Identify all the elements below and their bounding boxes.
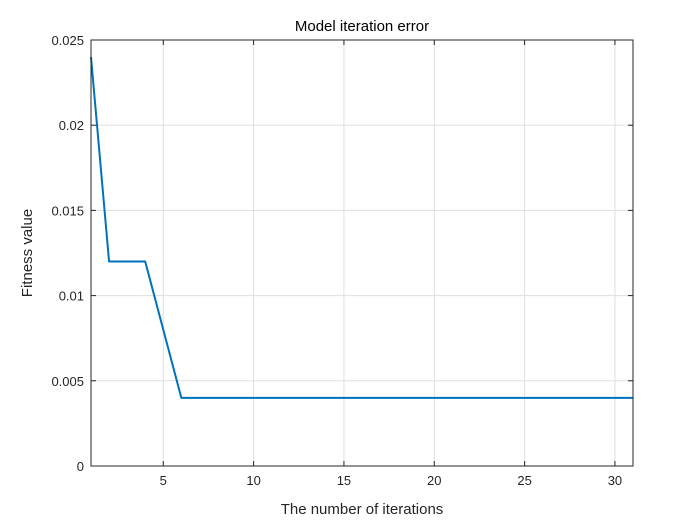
x-tick-label: 10 <box>246 473 260 488</box>
x-tick-label: 20 <box>427 473 441 488</box>
series-line <box>90 56 633 399</box>
y-tick-label: 0.005 <box>51 374 84 389</box>
ticks: 5 10 15 20 25 30 0 0.005 0.01 0.015 0.02 0.025 <box>51 33 633 488</box>
y-axis-label: Fitness value <box>19 209 36 297</box>
series-layer <box>90 56 633 399</box>
y-tick-label: 0 <box>77 459 84 474</box>
x-tick-label: 15 <box>337 473 351 488</box>
grid <box>91 39 633 467</box>
chart-title: Model iteration error <box>295 18 429 35</box>
plot-area <box>91 40 633 466</box>
x-tick-label: 5 <box>160 473 167 488</box>
y-tick-label: 0.025 <box>51 33 84 48</box>
y-tick-label: 0.02 <box>59 118 84 133</box>
y-tick-label: 0.015 <box>51 203 84 218</box>
x-tick-label: 30 <box>608 473 622 488</box>
x-tick-label: 25 <box>517 473 531 488</box>
y-tick-label: 0.01 <box>59 289 84 304</box>
axes-box <box>90 39 634 467</box>
x-axis-label: The number of iterations <box>281 501 444 518</box>
